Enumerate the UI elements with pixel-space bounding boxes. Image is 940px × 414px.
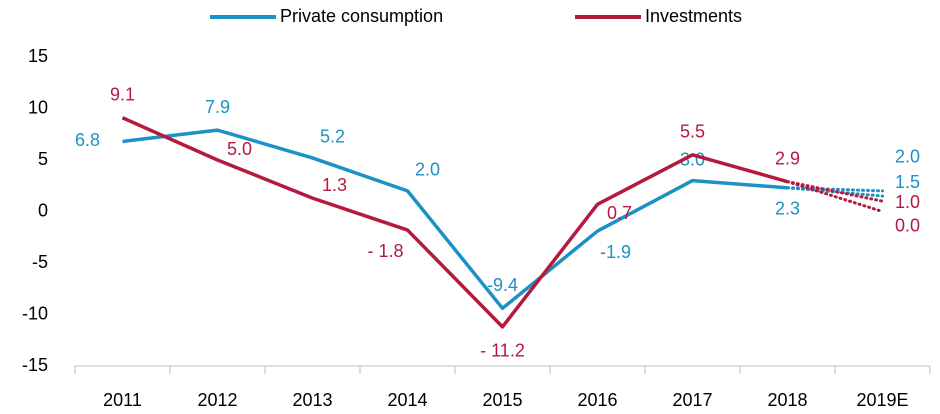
legend-label: Investments [645,6,742,26]
series-line [122,128,788,311]
estimate-line [786,186,884,198]
x-tick-label: 2019E [856,390,908,410]
data-label: 0.7 [607,203,632,223]
estimate-line [786,180,884,213]
data-label: -1.9 [600,242,631,262]
y-tick-label: -5 [32,252,48,272]
estimate-label: 1.0 [895,192,920,212]
y-tick-label: 10 [28,97,48,117]
y-tick-label: 0 [38,200,48,220]
data-label: 5.0 [227,139,252,159]
estimate-label: 2.0 [895,147,920,167]
x-tick-label: 2013 [292,390,332,410]
x-tick-label: 2016 [577,390,617,410]
data-label: 2.0 [415,160,440,180]
y-tick-label: -10 [22,303,48,323]
y-tick-label: -15 [22,355,48,375]
series-line [121,116,788,329]
x-tick-label: 2014 [387,390,427,410]
x-tick-label: 2011 [103,390,142,410]
x-tick-label: 2012 [197,390,237,410]
data-label: 5.5 [680,122,705,142]
data-label: 6.8 [75,130,100,150]
x-tick-label: 2018 [767,390,807,410]
data-label: 3.0 [680,149,705,169]
data-label: 1.3 [322,175,347,195]
data-label: 2.3 [775,199,800,219]
y-tick-label: 15 [28,46,48,66]
y-tick-label: 5 [38,149,48,169]
data-label: 9.1 [110,85,135,105]
data-label: - 11.2 [480,341,525,361]
data-label: - 1.8 [367,241,403,261]
x-tick-label: 2017 [672,390,712,410]
data-label: 2.9 [775,148,800,168]
x-tick-label: 2015 [482,390,522,410]
data-label: -9.4 [487,275,518,295]
legend-label: Private consumption [280,6,443,26]
estimate-label: 1.5 [895,172,920,192]
data-label: 5.2 [320,127,345,147]
estimate-line [786,180,884,203]
estimate-label: 0.0 [895,215,920,235]
data-label: 7.9 [205,97,230,117]
